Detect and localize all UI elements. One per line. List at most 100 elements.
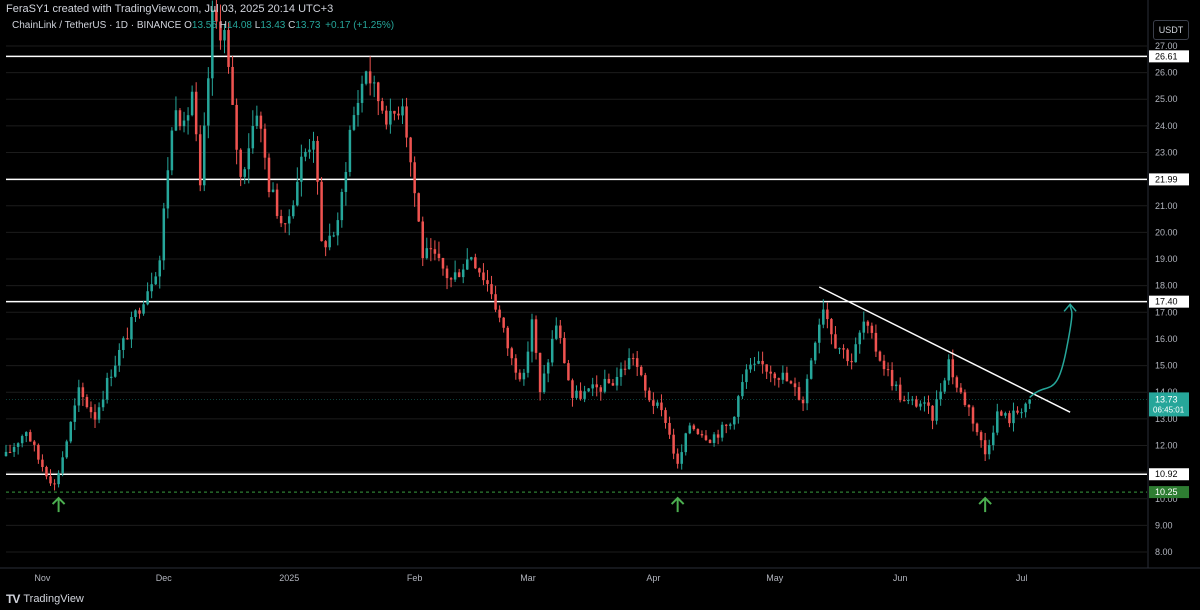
candle-body <box>316 140 319 182</box>
candle-body <box>433 249 437 254</box>
high-label: H <box>219 20 227 31</box>
candle-body <box>951 359 955 378</box>
candle-body <box>563 337 566 364</box>
candle-body <box>587 388 590 392</box>
candle-body <box>785 372 789 382</box>
candle-body <box>850 361 853 363</box>
candle-body <box>308 149 311 152</box>
candle-body <box>235 104 238 150</box>
candle-body <box>33 441 36 445</box>
candle-body <box>818 324 821 343</box>
candle-body <box>931 405 934 421</box>
candle-body <box>340 191 344 221</box>
candle-body <box>1012 410 1015 424</box>
candle-body <box>275 189 279 216</box>
candle-body <box>724 424 728 426</box>
candle-body <box>765 364 768 372</box>
candle-body <box>364 71 368 84</box>
tradingview-logo-icon: TV <box>6 592 20 606</box>
candle-body <box>826 309 829 320</box>
candle-body <box>878 351 882 361</box>
candle-body <box>445 268 449 279</box>
candle-body <box>251 125 255 149</box>
candle-body <box>134 310 137 318</box>
candle-body <box>660 402 663 411</box>
candle-body <box>1016 410 1019 413</box>
candle-body <box>53 483 56 485</box>
candle-body <box>267 157 271 193</box>
price-axis[interactable]: 27.0026.0025.0024.0023.0022.0021.0020.00… <box>1149 41 1189 557</box>
candle-body <box>668 422 671 435</box>
candle-body <box>65 441 68 458</box>
candle-body <box>283 223 287 225</box>
time-tick-label: Dec <box>156 573 173 583</box>
time-axis[interactable]: Nov Dec 2025 Feb Mar Apr May Jun Jul <box>34 573 1027 583</box>
candle-body <box>591 384 594 389</box>
symbol-legend[interactable]: ChainLink / TetherUS · 1D · BINANCE O13.… <box>12 20 394 31</box>
candle-body <box>142 304 145 314</box>
current-price-label: 13.73 <box>1155 394 1178 404</box>
candle-body <box>166 170 170 209</box>
candle-body <box>113 365 117 377</box>
candle-body <box>704 435 708 440</box>
candle-body <box>656 402 659 406</box>
candle-body <box>935 399 938 421</box>
candle-body <box>45 467 48 477</box>
candle-body <box>118 349 121 366</box>
candle-body <box>502 317 505 328</box>
candle-body <box>911 399 914 401</box>
price-level-tag <box>1149 486 1189 499</box>
candle-body <box>105 377 109 400</box>
high-value: 14.08 <box>226 20 252 31</box>
candle-body <box>797 387 801 400</box>
candle-body <box>615 376 619 386</box>
currency-button[interactable]: USDT <box>1153 20 1189 40</box>
candle-body <box>211 9 214 79</box>
candle-body <box>975 423 979 433</box>
candle-body <box>538 352 542 393</box>
candle-body <box>239 149 242 177</box>
candle-body <box>170 130 174 171</box>
candle-body <box>227 30 230 67</box>
price-tick-label: 15.00 <box>1155 361 1178 371</box>
candle-body <box>482 272 485 281</box>
candle-body <box>8 451 12 453</box>
candle-body <box>676 453 679 464</box>
candle-body <box>870 325 874 333</box>
symbol-name[interactable]: ChainLink / TetherUS · 1D · BINANCE <box>12 20 182 31</box>
candle-body <box>417 193 420 222</box>
candle-body <box>81 387 85 398</box>
candle-body <box>20 436 24 444</box>
tradingview-footer[interactable]: TV TradingView <box>6 592 84 606</box>
candle-body <box>73 405 77 422</box>
candle-body <box>708 439 712 443</box>
candle-body <box>510 348 514 359</box>
candle-body <box>4 451 8 457</box>
candle-body <box>57 473 60 485</box>
price-level-tag-label: 26.61 <box>1155 51 1178 61</box>
candle-body <box>898 384 902 401</box>
candle-body <box>805 378 809 404</box>
time-tick-label: Mar <box>520 573 536 583</box>
candle-body <box>514 358 518 373</box>
candle-body <box>174 110 178 131</box>
open-label: O <box>184 20 192 31</box>
price-tick-label: 14.00 <box>1155 387 1178 397</box>
candle-body <box>534 319 538 353</box>
candle-body <box>996 411 999 433</box>
price-tick-label: 20.00 <box>1155 227 1178 237</box>
candle-body <box>49 476 52 484</box>
candle-body <box>631 358 635 360</box>
price-level-tag <box>1149 468 1189 481</box>
candle-body <box>619 368 623 377</box>
candle-body <box>259 115 263 129</box>
candle-body <box>243 169 246 177</box>
price-level-tag-label: 21.99 <box>1155 174 1178 184</box>
candle-body <box>684 433 687 453</box>
candle-body <box>886 369 890 371</box>
candle-body <box>830 319 833 335</box>
price-level-tag-label: 17.40 <box>1155 297 1178 307</box>
candle-body <box>215 9 218 22</box>
up-arrow-head-icon <box>670 496 685 505</box>
